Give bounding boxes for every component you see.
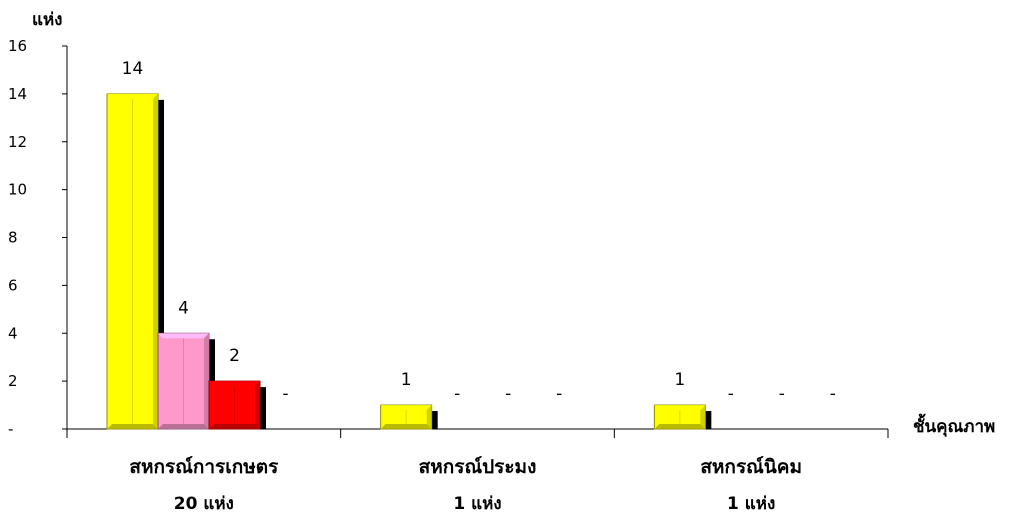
plot-area: - 2 4 6 8 10 12 14 16 14 4 2 - สหกรณ์การเกษตร 20 แห่ง 1… — [8, 37, 889, 514]
category-count-label: 1 แห่ง — [453, 494, 501, 514]
data-label: - — [282, 384, 288, 404]
y-axis-title: แห่ง — [32, 10, 62, 30]
bar-bevel-right — [204, 333, 209, 429]
x-category-label: สหกรณ์นิคม — [700, 456, 802, 478]
bar-bevel-top — [107, 93, 158, 99]
data-label: - — [779, 384, 785, 404]
bar-bevel-right — [700, 405, 706, 429]
data-label: - — [556, 384, 562, 404]
y-tick-label: 10 — [8, 181, 27, 199]
data-label: - — [728, 384, 734, 404]
y-tick-label: 4 — [8, 324, 18, 342]
x-category-label: สหกรณ์การเกษตร — [129, 456, 279, 478]
x-category-label: สหกรณ์ประมง — [419, 456, 537, 478]
data-label: 1 — [674, 370, 685, 390]
data-label: 2 — [229, 346, 240, 366]
data-label: - — [505, 384, 511, 404]
bar-bevel-top — [158, 333, 209, 339]
bar-bevel-bottom — [654, 424, 706, 429]
data-label: 14 — [122, 59, 144, 79]
y-tick-label: 6 — [8, 276, 18, 294]
bar-bevel-bottom — [380, 424, 432, 429]
bar-bevel-top — [654, 405, 706, 411]
bar-bevel-right — [426, 405, 432, 429]
y-tick-label: 8 — [8, 229, 18, 247]
data-label: - — [830, 384, 836, 404]
y-tick-label: 2 — [8, 372, 18, 390]
bar-bevel-top — [209, 381, 260, 387]
bar-bevel-bottom — [107, 424, 158, 429]
y-tick-label: - — [8, 420, 13, 438]
x-axis-title: ชั้นคุณภาพ — [913, 413, 995, 437]
bar-bevel-top — [380, 405, 432, 411]
bar-bevel-right — [255, 381, 260, 429]
category-count-label: 20 แห่ง — [174, 494, 234, 514]
bar-bevel-bottom — [158, 424, 209, 429]
category-count-label: 1 แห่ง — [727, 494, 775, 514]
y-tick-label: 16 — [8, 37, 27, 55]
data-label: 1 — [401, 370, 412, 390]
bar-bevel-right — [153, 93, 158, 429]
bar-bevel-bottom — [209, 424, 260, 429]
y-tick-label: 14 — [8, 85, 27, 103]
data-label: - — [454, 384, 460, 404]
y-tick-label: 12 — [8, 133, 27, 151]
data-label: 4 — [178, 298, 189, 318]
